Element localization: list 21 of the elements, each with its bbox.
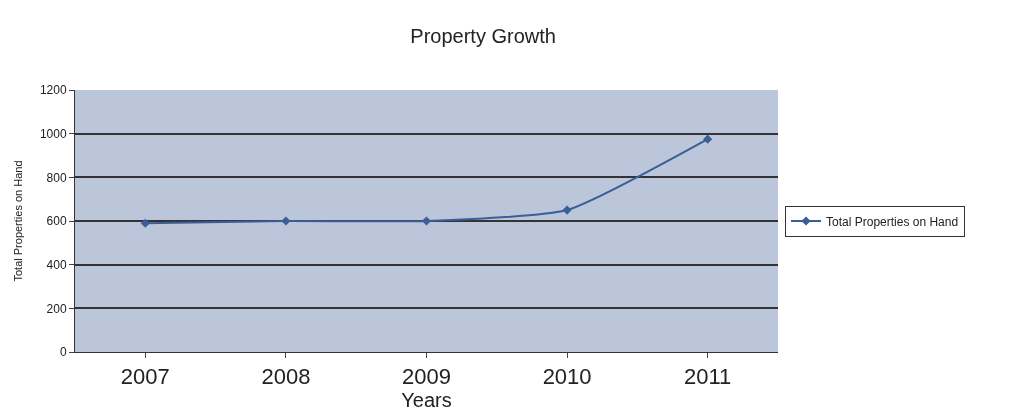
x-tick-label: 2008: [261, 364, 311, 390]
x-tick-label: 2010: [542, 364, 592, 390]
point: [281, 216, 291, 226]
y-tick-label: 800: [46, 170, 67, 185]
point: [421, 216, 432, 226]
y-tick-label: 200: [46, 301, 67, 316]
point: [140, 218, 150, 228]
chart-title: Property Growth: [410, 25, 556, 48]
y-tick-label: 400: [46, 257, 67, 272]
x-axis-title: Years: [401, 389, 452, 412]
x-tick-label: 2007: [120, 364, 170, 390]
x-tick-label: 2009: [402, 364, 451, 390]
x-tick-label: 2011: [684, 364, 732, 390]
y-axis-title: Total Properties on Hand: [11, 160, 24, 282]
y-tick-label: 1200: [39, 83, 67, 98]
point: [562, 205, 572, 215]
legend-label: Total Properties on Hand: [826, 214, 959, 229]
y-tick-label: 1000: [39, 126, 67, 141]
y-tick-label: 600: [46, 214, 67, 229]
point: [703, 134, 713, 144]
y-tick-label: 0: [59, 345, 67, 360]
